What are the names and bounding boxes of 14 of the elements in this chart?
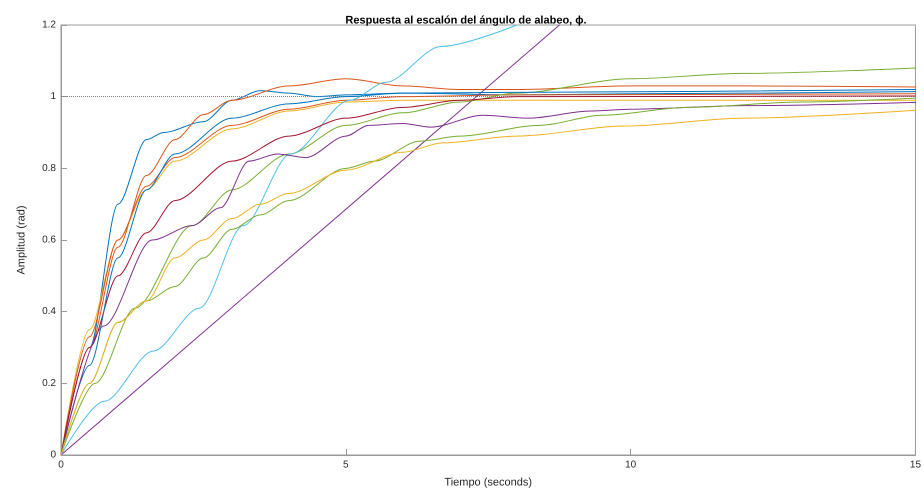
- y-tick-label: 0.8: [42, 162, 56, 174]
- x-axis-title: Tiempo (seconds): [444, 476, 532, 488]
- chart-title: Respuesta al escalón del ángulo de alabeo, ϕ.: [345, 14, 587, 26]
- y-tick-label: 1: [50, 91, 56, 102]
- y-tick-label: 0: [50, 450, 56, 460]
- y-axis-title: Amplitud (rad): [16, 205, 28, 275]
- x-tick-label: 5: [343, 460, 350, 470]
- y-tick-label: 0.2: [42, 378, 56, 389]
- x-tick-label: 10: [625, 460, 637, 470]
- x-tick-label: 15: [910, 460, 922, 470]
- y-tick-label: 0.6: [42, 234, 56, 246]
- y-tick-label: 1.2: [42, 20, 56, 30]
- x-tick-label: 0: [58, 460, 64, 470]
- y-tick-label: 0.4: [42, 306, 56, 318]
